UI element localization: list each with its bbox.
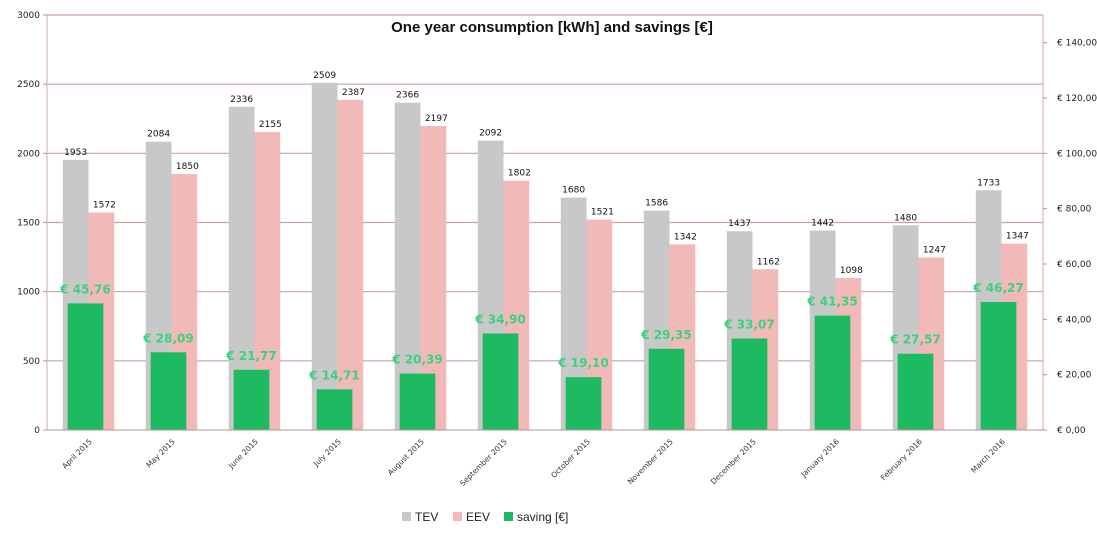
tev-value-label: 2336: [230, 95, 253, 105]
tev-value-label: 1953: [64, 148, 87, 158]
category-label: July 2015: [311, 437, 343, 469]
tev-bar: [311, 82, 338, 431]
saving-bar: [150, 352, 187, 430]
saving-value-label: € 46,27: [972, 281, 1023, 295]
saving-bar: [399, 373, 436, 430]
left-tick-label: 1500: [17, 219, 40, 229]
legend-label: saving [€]: [517, 510, 568, 524]
eev-value-label: 1521: [591, 208, 614, 218]
category-label: November 2015: [626, 437, 675, 486]
eev-value-label: 1342: [674, 232, 697, 242]
right-tick-label: € 120,00: [1057, 94, 1097, 104]
saving-value-label: € 19,10: [557, 356, 608, 370]
saving-bar: [897, 353, 934, 430]
saving-value-label: € 41,35: [806, 295, 857, 309]
right-tick-label: € 60,00: [1057, 260, 1092, 270]
right-tick-label: € 100,00: [1057, 149, 1097, 159]
eev-value-label: 1098: [840, 266, 863, 276]
left-tick-label: 3000: [17, 11, 40, 21]
eev-bar: [337, 99, 364, 430]
saving-bar: [980, 301, 1017, 430]
eev-value-label: 2387: [342, 88, 365, 98]
saving-value-label: € 33,07: [723, 318, 774, 332]
saving-value-label: € 21,77: [225, 349, 276, 363]
tev-value-label: 1480: [894, 213, 917, 223]
category-label: June 2015: [226, 437, 260, 471]
category-label: April 2015: [60, 437, 94, 471]
saving-value-label: € 14,71: [308, 368, 359, 382]
legend-label: EEV: [466, 510, 490, 524]
category-label: August 2015: [386, 437, 426, 477]
saving-bar: [67, 303, 104, 430]
category-label: September 2015: [458, 437, 509, 488]
category-label: March 2016: [969, 437, 1007, 475]
eev-value-label: 1247: [923, 245, 946, 255]
tev-value-label: 1586: [645, 199, 668, 209]
right-tick-label: € 40,00: [1057, 315, 1092, 325]
eev-value-label: 1347: [1006, 232, 1029, 242]
category-label: October 2015: [549, 437, 592, 480]
legend-swatch: [453, 512, 462, 521]
legend-swatch: [402, 512, 411, 521]
saving-bar: [731, 338, 768, 430]
eev-value-label: 2197: [425, 114, 448, 124]
saving-value-label: € 29,35: [640, 328, 691, 342]
tev-value-label: 1442: [811, 219, 834, 229]
saving-bar: [814, 315, 851, 430]
right-tick-label: € 20,00: [1057, 371, 1092, 381]
left-tick-label: 2000: [17, 149, 40, 159]
left-tick-label: 0: [34, 426, 40, 436]
tev-value-label: 1733: [977, 178, 1000, 188]
legend: TEV EEV saving [€]: [402, 510, 568, 524]
right-tick-label: € 140,00: [1057, 39, 1097, 49]
data-labels: 1953 1572 € 45,76 2084 1850 € 28,09 2336 2155 € …: [59, 71, 1029, 382]
left-tick-label: 1000: [17, 288, 40, 298]
saving-value-label: € 20,39: [391, 353, 442, 367]
saving-bar: [233, 369, 270, 430]
left-tick-label: 500: [23, 357, 40, 367]
saving-value-label: € 34,90: [474, 312, 525, 326]
legend-label: TEV: [415, 510, 438, 524]
gridlines: [47, 14, 1043, 362]
eev-value-label: 1802: [508, 169, 531, 179]
tev-value-label: 2509: [313, 71, 336, 81]
tev-value-label: 2366: [396, 91, 419, 101]
right-tick-label: € 80,00: [1057, 205, 1092, 215]
tev-value-label: 2092: [479, 129, 502, 139]
tev-value-label: 1680: [562, 186, 585, 196]
saving-value-label: € 28,09: [142, 331, 193, 345]
eev-value-label: 2155: [259, 120, 282, 130]
saving-bar: [482, 333, 519, 430]
tev-value-label: 1437: [728, 219, 751, 229]
eev-value-label: 1572: [93, 201, 116, 211]
category-label: February 2016: [879, 437, 924, 482]
saving-value-label: € 27,57: [889, 333, 940, 347]
tev-value-label: 2084: [147, 130, 170, 140]
chart-title: One year consumption [kWh] and savings […: [391, 19, 713, 36]
category-label: December 2015: [709, 437, 758, 486]
saving-bar: [648, 348, 685, 430]
bars: [62, 82, 1028, 431]
saving-bar: [565, 377, 602, 430]
right-tick-label: € 0,00: [1057, 426, 1086, 436]
category-label: May 2015: [144, 437, 177, 470]
saving-value-label: € 45,76: [59, 282, 110, 296]
eev-value-label: 1162: [757, 257, 780, 267]
eev-value-label: 1850: [176, 162, 199, 172]
category-label: January 2016: [799, 437, 842, 480]
left-tick-label: 2500: [17, 80, 40, 90]
saving-bar: [316, 389, 353, 430]
legend-swatch: [504, 512, 513, 521]
